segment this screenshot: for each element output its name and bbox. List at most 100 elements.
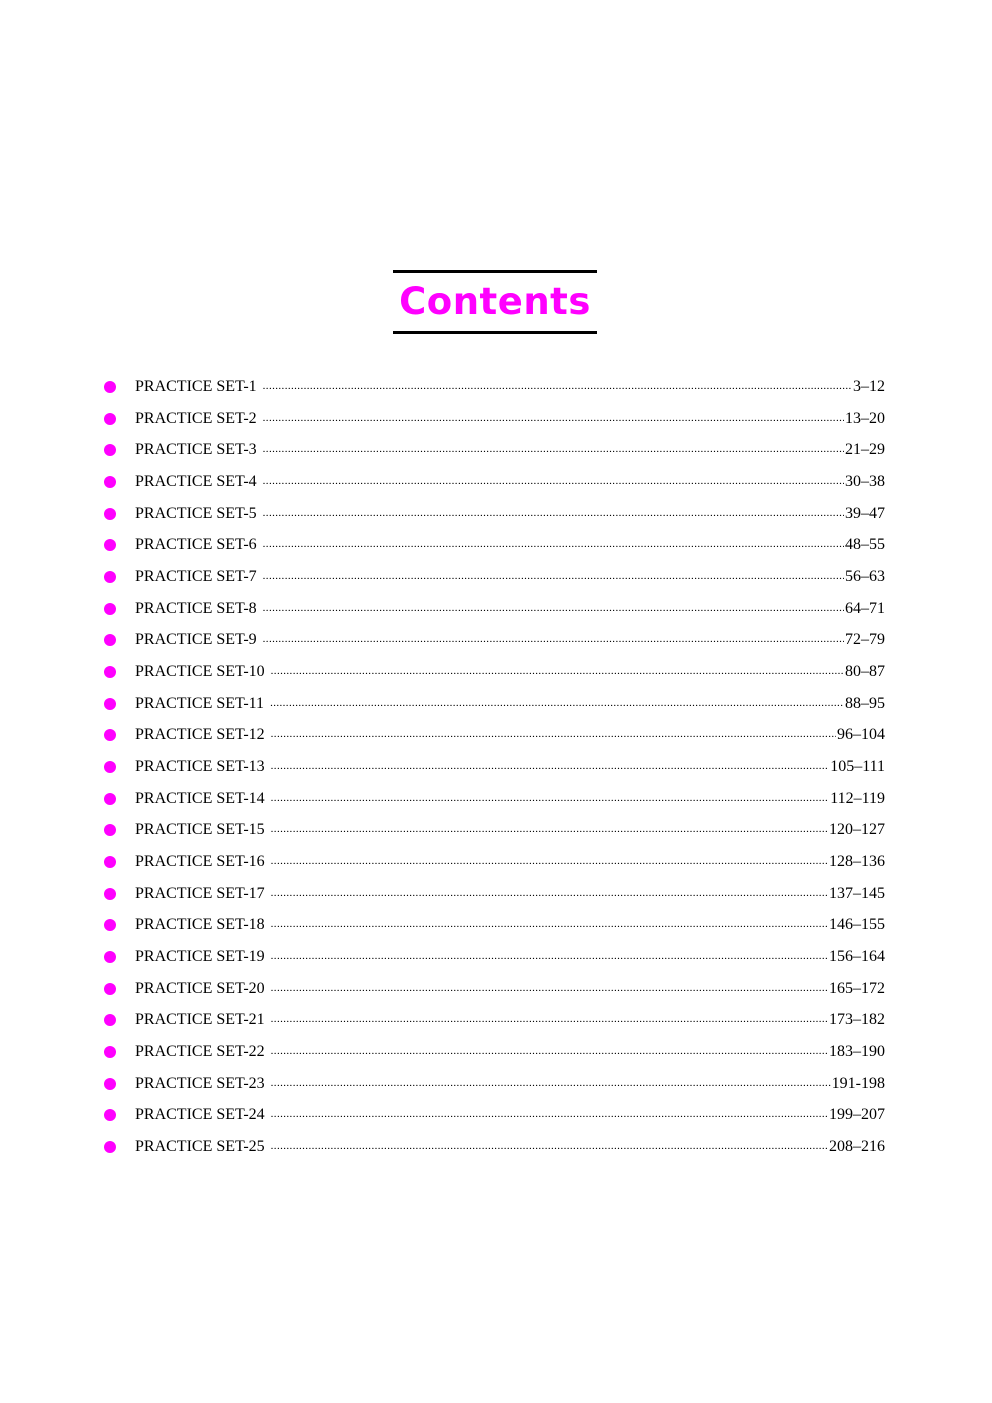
toc-entry-label: PRACTICE SET-14 xyxy=(135,789,265,807)
toc-entry[interactable]: PRACTICE SET-4 30–38 xyxy=(104,471,885,493)
dot-leader xyxy=(271,823,828,835)
toc-entry[interactable]: PRACTICE SET-12 96–104 xyxy=(104,724,885,746)
dot-leader xyxy=(271,792,830,804)
bullet-icon xyxy=(104,507,116,520)
toc-entry[interactable]: PRACTICE SET-8 64–71 xyxy=(104,598,885,620)
dot-leader xyxy=(271,855,828,867)
bullet-icon xyxy=(104,444,116,457)
toc-entry[interactable]: PRACTICE SET-10 80–87 xyxy=(104,661,885,683)
bullet-icon xyxy=(104,951,116,964)
dot-leader xyxy=(263,475,844,487)
toc-entry[interactable]: PRACTICE SET-6 48–55 xyxy=(104,534,885,556)
dot-leader xyxy=(271,1013,828,1025)
dot-leader xyxy=(271,760,830,772)
toc-entry[interactable]: PRACTICE SET-17 137–145 xyxy=(104,883,885,905)
toc-entry[interactable]: PRACTICE SET-5 39–47 xyxy=(104,503,885,525)
toc-entry[interactable]: PRACTICE SET-11 88–95 xyxy=(104,693,885,715)
toc-entry-label: PRACTICE SET-23 xyxy=(135,1074,265,1092)
toc-entry[interactable]: PRACTICE SET-9 72–79 xyxy=(104,629,885,651)
toc-entry-pages: 39–47 xyxy=(845,504,885,522)
toc-entry[interactable]: PRACTICE SET-13 105–111 xyxy=(104,756,885,778)
toc-entry[interactable]: PRACTICE SET-18 146–155 xyxy=(104,914,885,936)
toc-entry-pages: 21–29 xyxy=(845,441,885,459)
toc-entry-pages: 56–63 xyxy=(845,568,885,586)
bullet-icon xyxy=(104,1141,116,1154)
toc-entry-label: PRACTICE SET-9 xyxy=(135,631,257,649)
dot-leader xyxy=(263,570,844,582)
toc-entry[interactable]: PRACTICE SET-15 120–127 xyxy=(104,819,885,841)
toc-entry[interactable]: PRACTICE SET-3 21–29 xyxy=(104,439,885,461)
toc-entry-pages: 191-198 xyxy=(831,1074,885,1092)
dot-leader xyxy=(270,697,844,709)
toc-entry-pages: 105–111 xyxy=(830,758,885,776)
bullet-icon xyxy=(104,666,116,679)
dot-leader xyxy=(263,602,844,614)
bullet-icon xyxy=(104,1077,116,1090)
toc-entry[interactable]: PRACTICE SET-23 191-198 xyxy=(104,1073,885,1095)
toc-entry-label: PRACTICE SET-2 xyxy=(135,409,257,427)
toc-entry-label: PRACTICE SET-18 xyxy=(135,916,265,934)
toc-entry-pages: 48–55 xyxy=(845,536,885,554)
bullet-icon xyxy=(104,919,116,932)
bullet-icon xyxy=(104,381,116,393)
toc-entry-label: PRACTICE SET-13 xyxy=(135,758,265,776)
bullet-icon xyxy=(104,792,116,805)
bullet-icon xyxy=(104,476,116,488)
toc-entry[interactable]: PRACTICE SET-19 156–164 xyxy=(104,946,885,968)
bullet-icon xyxy=(104,571,116,584)
bullet-icon xyxy=(104,1109,116,1122)
toc-entry[interactable]: PRACTICE SET-22 183–190 xyxy=(104,1041,885,1063)
toc-entry-label: PRACTICE SET-8 xyxy=(135,599,257,617)
bullet-icon xyxy=(104,729,116,742)
bullet-icon xyxy=(104,539,116,552)
toc-entry-label: PRACTICE SET-7 xyxy=(135,568,257,586)
toc-entry[interactable]: PRACTICE SET-2 13–20 xyxy=(104,408,885,430)
toc-entry-pages: 120–127 xyxy=(829,821,885,839)
bullet-icon xyxy=(104,761,116,774)
contents-heading-box: Contents xyxy=(393,270,597,334)
toc-entry-pages: 64–71 xyxy=(845,599,885,617)
dot-leader xyxy=(271,1077,831,1089)
toc-entry[interactable]: PRACTICE SET-21 173–182 xyxy=(104,1009,885,1031)
dot-leader xyxy=(263,538,844,550)
bullet-icon xyxy=(104,602,116,615)
toc-entry[interactable]: PRACTICE SET-14 112–119 xyxy=(104,788,885,810)
toc-entry-pages: 30–38 xyxy=(845,473,885,490)
toc-entry[interactable]: PRACTICE SET-7 56–63 xyxy=(104,566,885,588)
toc-entry-pages: 112–119 xyxy=(830,789,885,807)
toc-entry[interactable]: PRACTICE SET-25 208–216 xyxy=(104,1136,885,1158)
toc-entry-label: PRACTICE SET-4 xyxy=(135,473,257,490)
dot-leader xyxy=(271,665,844,677)
toc-entry-label: PRACTICE SET-16 xyxy=(135,853,265,871)
page-title: Contents xyxy=(399,280,591,323)
dot-leader xyxy=(271,887,828,899)
bullet-icon xyxy=(104,856,116,869)
toc-entry-label: PRACTICE SET-17 xyxy=(135,884,265,902)
bullet-icon xyxy=(104,887,116,900)
dot-leader xyxy=(271,1140,828,1152)
toc-entry-pages: 156–164 xyxy=(829,948,885,966)
dot-leader xyxy=(271,1108,828,1120)
toc-entry-pages: 208–216 xyxy=(829,1138,885,1156)
dot-leader xyxy=(263,633,844,645)
toc-entry-label: PRACTICE SET-11 xyxy=(135,694,265,712)
bullet-icon xyxy=(104,697,116,710)
bullet-icon xyxy=(104,1014,116,1027)
toc-entry-pages: 13–20 xyxy=(845,409,885,427)
toc-entry[interactable]: PRACTICE SET-16 128–136 xyxy=(104,851,885,873)
toc-entry-label: PRACTICE SET-6 xyxy=(135,536,257,554)
toc-entry-pages: 3–12 xyxy=(853,378,885,395)
toc-entry-label: PRACTICE SET-1 xyxy=(135,378,257,395)
toc-entry-pages: 128–136 xyxy=(829,853,885,871)
toc-entry-label: PRACTICE SET-15 xyxy=(135,821,265,839)
toc-entry-pages: 80–87 xyxy=(845,663,885,681)
dot-leader xyxy=(271,950,828,962)
bullet-icon xyxy=(104,824,116,837)
toc-entry-label: PRACTICE SET-20 xyxy=(135,979,265,997)
toc-entry[interactable]: PRACTICE SET-24 199–207 xyxy=(104,1104,885,1126)
toc-entry-pages: 183–190 xyxy=(829,1043,885,1061)
toc-entry-pages: 137–145 xyxy=(829,884,885,902)
toc-entry[interactable]: PRACTICE SET-20 165–172 xyxy=(104,978,885,1000)
toc-entry[interactable]: PRACTICE SET-1 3–12 xyxy=(104,376,885,398)
toc-entry-pages: 72–79 xyxy=(845,631,885,649)
